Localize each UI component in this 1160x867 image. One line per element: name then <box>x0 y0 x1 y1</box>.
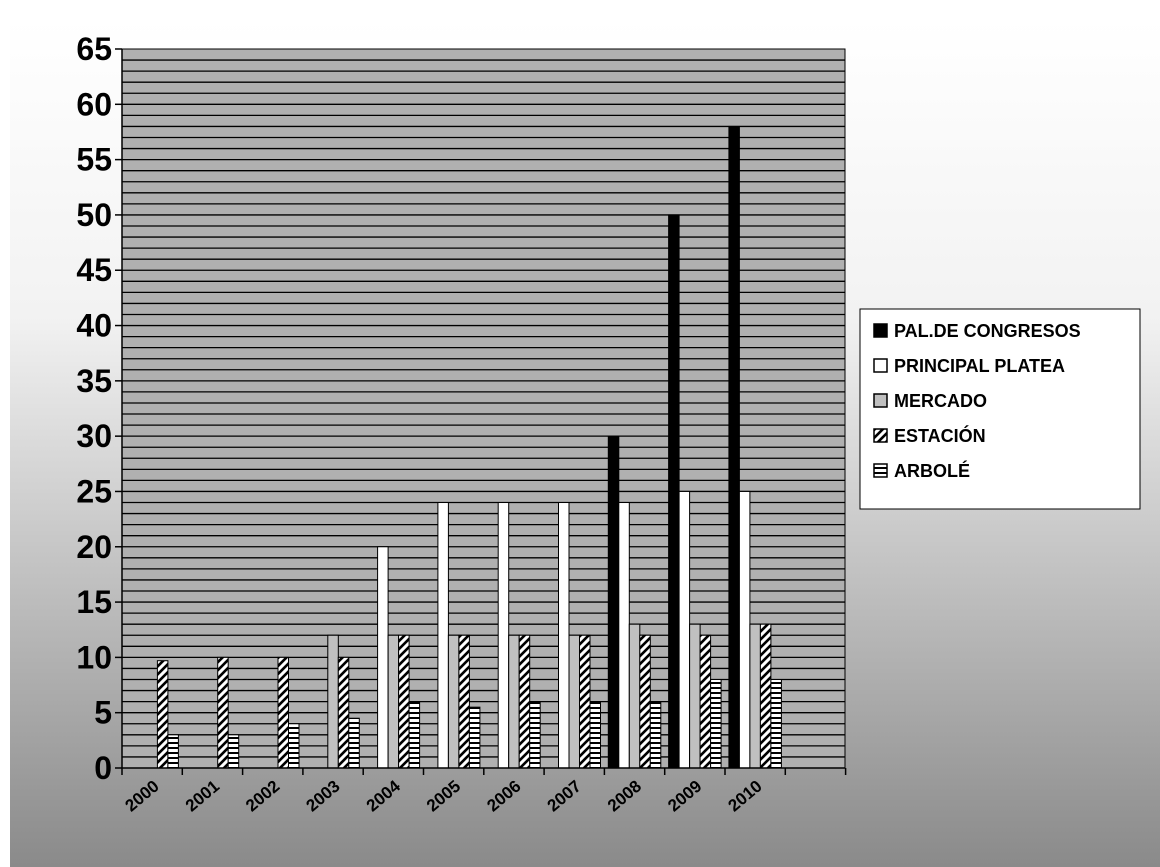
bar-2009-2 <box>689 623 701 769</box>
bar-2010-1 <box>738 490 751 769</box>
y-tick-label: 40 <box>76 308 112 344</box>
legend-label: MERCADO <box>894 391 987 411</box>
legend-label: PAL.DE CONGRESOS <box>894 321 1081 341</box>
bar-2010-2 <box>749 623 761 769</box>
bar-2007-4 <box>589 701 601 769</box>
y-tick-label: 0 <box>94 750 112 786</box>
y-tick-label: 50 <box>76 197 112 233</box>
y-tick-label: 10 <box>76 639 112 675</box>
bar-2008-1 <box>618 502 630 769</box>
legend-swatch <box>873 463 888 478</box>
bar-2001-3 <box>217 656 229 769</box>
legend-box <box>859 308 1141 510</box>
bar-2006-1 <box>497 502 510 769</box>
plot-area <box>121 48 846 769</box>
y-tick-label: 65 <box>76 31 112 67</box>
bar-2002-4 <box>288 723 300 769</box>
bar-2005-1 <box>437 502 449 769</box>
bar-2000-4 <box>167 734 179 769</box>
legend-swatch <box>873 428 888 443</box>
y-tick-label: 5 <box>94 695 112 731</box>
y-tick-label: 60 <box>76 86 112 122</box>
bar-2001-4 <box>227 734 240 769</box>
y-tick-label: 45 <box>76 252 112 288</box>
bar-2003-2 <box>327 634 339 769</box>
bar-2007-3 <box>579 634 591 769</box>
axes <box>115 48 847 775</box>
bar-2005-2 <box>447 634 460 769</box>
y-tick-label: 35 <box>76 363 112 399</box>
y-tick-label: 20 <box>76 529 112 565</box>
y-axis-tick-labels: 0 5 10 15 20 25 30 35 40 45 50 55 60 65 <box>76 31 112 786</box>
bar-2008-4 <box>649 701 662 769</box>
bar-2010-0 <box>728 125 740 769</box>
bar-2008-3 <box>639 634 651 769</box>
bar-2005-3 <box>458 634 470 769</box>
y-tick-label: 25 <box>76 473 112 509</box>
bar-2003-4 <box>348 717 360 769</box>
legend-swatch <box>873 323 888 338</box>
legend-label: ESTACIÓN <box>894 425 986 446</box>
y-tick-label: 15 <box>76 584 112 620</box>
bar-2004-4 <box>408 701 421 769</box>
bar-2006-3 <box>518 634 531 769</box>
bar-2006-2 <box>508 634 520 769</box>
bar-2004-3 <box>398 634 410 769</box>
bar-2003-3 <box>337 656 350 769</box>
bar-2009-0 <box>668 214 680 769</box>
bar-2009-3 <box>699 634 712 769</box>
bar-2006-4 <box>529 701 541 769</box>
bar-2007-1 <box>558 502 570 769</box>
bar-2008-2 <box>628 623 641 769</box>
bar-2010-3 <box>759 623 772 769</box>
bar-2009-4 <box>710 679 722 769</box>
bar-2010-4 <box>770 679 782 769</box>
legend-swatch <box>873 358 888 373</box>
bar-2004-1 <box>377 546 389 769</box>
bar-2002-3 <box>277 656 289 769</box>
bar-2008-0 <box>607 435 620 769</box>
y-tick-label: 30 <box>76 418 112 454</box>
y-tick-label: 55 <box>76 142 112 178</box>
bar-2004-2 <box>387 634 400 769</box>
bar-2007-2 <box>568 634 580 769</box>
legend-swatch <box>873 393 888 408</box>
bar-2009-1 <box>678 490 691 769</box>
legend: PAL.DE CONGRESOS PRINCIPAL PLATEA MERCADO E… <box>859 308 1141 510</box>
bar-2000-3 <box>156 660 169 769</box>
legend-label: PRINCIPAL PLATEA <box>894 356 1065 376</box>
bar-2005-4 <box>468 706 481 769</box>
legend-label: ARBOLÉ <box>894 460 970 481</box>
gridlines <box>122 59 845 758</box>
